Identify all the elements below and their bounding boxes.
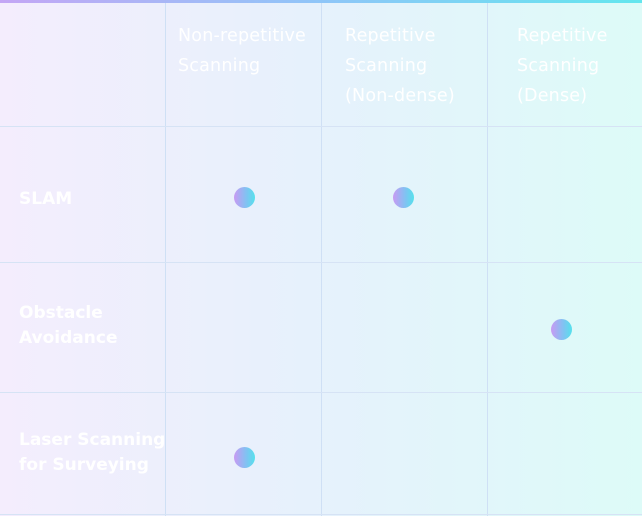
row-label-obstacle-avoidance: Obstacle Avoidance <box>19 303 118 348</box>
row-divider <box>0 262 642 263</box>
support-dot <box>392 186 414 208</box>
column-divider <box>487 3 488 516</box>
column-header-repetitive-dense: Repetitive Scanning (Dense) <box>517 26 608 106</box>
row-divider <box>0 392 642 393</box>
column-header-repetitive-non-dense: Repetitive Scanning (Non-dense) <box>345 26 455 106</box>
support-dot <box>233 186 255 208</box>
support-dot <box>550 318 572 340</box>
column-divider <box>321 3 322 516</box>
row-label-laser-scanning: Laser Scanning for Surveying <box>19 430 166 475</box>
column-header-non-repetitive: Non-repetitive Scanning <box>178 26 307 76</box>
column-divider <box>165 3 166 516</box>
support-dot <box>233 446 255 468</box>
top-accent-bar <box>0 0 642 3</box>
row-divider <box>0 126 642 127</box>
row-label-slam: SLAM <box>19 189 73 209</box>
row-divider <box>0 514 642 515</box>
